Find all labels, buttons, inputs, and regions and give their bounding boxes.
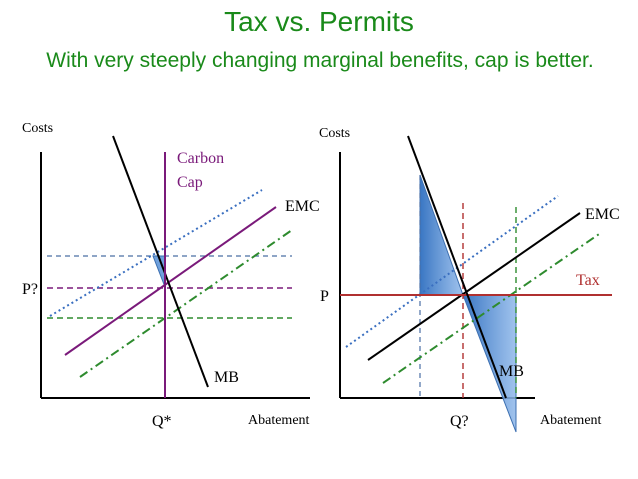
- slide-title: Tax vs. Permits: [224, 6, 414, 37]
- right-deadweight-upper: [419, 174, 464, 296]
- left-y-axis-label: Costs: [22, 121, 53, 136]
- right-emc-lower-dashdot: [382, 231, 603, 384]
- left-x-axis-label: Abatement: [248, 413, 310, 428]
- left-emc-lower-dashdot: [79, 229, 293, 378]
- right-emc-label: EMC: [585, 206, 620, 223]
- slide-subtitle: With very steeply changing marginal bene…: [46, 49, 594, 72]
- right-emc-upper-dotted: [345, 195, 559, 348]
- left-deadweight-triangle: [152, 255, 166, 288]
- right-panel: Costs Abatement P Q? EMC MB Tax: [319, 126, 620, 433]
- left-cap-label-line1: Carbon: [177, 150, 224, 167]
- right-price-label: P: [320, 288, 329, 305]
- right-mb-label: MB: [499, 363, 524, 380]
- left-mb-label: MB: [214, 369, 239, 386]
- left-emc-upper-dotted: [49, 189, 263, 317]
- right-x-axis-label: Abatement: [540, 413, 602, 428]
- right-mb-line: [407, 135, 507, 399]
- left-emc-line: [64, 206, 277, 356]
- left-mb-line: [112, 135, 209, 388]
- left-quantity-label: Q*: [152, 413, 172, 430]
- right-y-axis-label: Costs: [319, 126, 350, 141]
- left-price-label: P?: [22, 281, 38, 298]
- right-quantity-label: Q?: [450, 413, 469, 430]
- left-panel: Costs Abatement P? Q* EMC MB Carbon Cap: [22, 121, 320, 430]
- left-cap-label-line2: Cap: [177, 174, 203, 191]
- right-tax-label: Tax: [576, 272, 600, 289]
- right-emc-line: [367, 212, 581, 361]
- left-emc-label: EMC: [285, 198, 320, 215]
